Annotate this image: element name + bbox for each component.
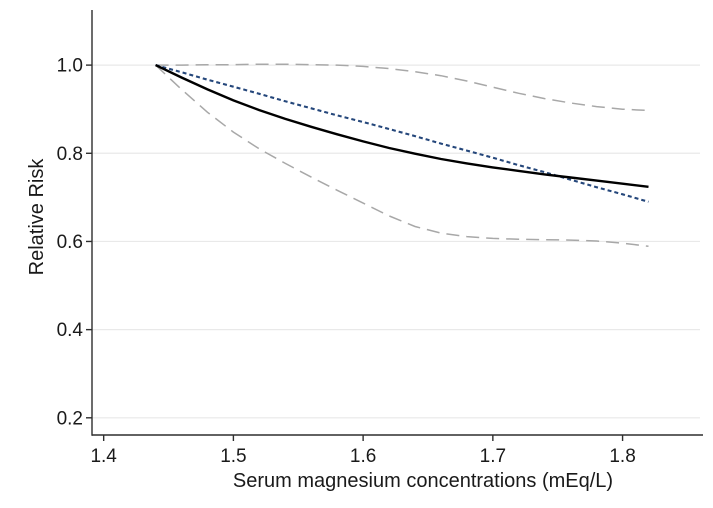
series-trend-dashed-blue [155,64,649,203]
x-axis-title: Serum magnesium concentrations (mEq/L) [233,470,613,492]
y-tick-label: 0.2 [57,408,83,429]
y-tick-label: 0.6 [57,232,83,253]
x-tick-label: 1.5 [220,446,246,467]
series-estimate-solid-black [155,64,649,188]
series-upper-band-dashed-gray [155,63,649,112]
x-tick-label: 1.7 [480,446,506,467]
y-tick-label: 0.4 [57,320,84,341]
y-tick-label: 1.0 [57,56,83,77]
x-tick-label: 1.8 [609,446,635,467]
y-tick-label: 0.8 [57,144,83,165]
series-lower-band-dashed-gray [155,64,649,248]
y-axis-title: Relative Risk [26,158,48,276]
x-tick-label: 1.4 [90,446,117,467]
x-tick-label: 1.6 [350,446,376,467]
